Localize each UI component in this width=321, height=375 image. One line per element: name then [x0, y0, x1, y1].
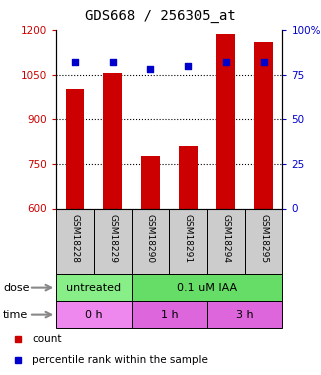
- Text: untreated: untreated: [66, 283, 121, 292]
- Text: 0.1 uM IAA: 0.1 uM IAA: [177, 283, 237, 292]
- Bar: [207, 301, 282, 328]
- Text: percentile rank within the sample: percentile rank within the sample: [32, 356, 208, 366]
- Text: GSM18291: GSM18291: [184, 214, 193, 263]
- Bar: [56, 209, 94, 274]
- Bar: [245, 209, 282, 274]
- Bar: [94, 209, 132, 274]
- Text: count: count: [32, 334, 62, 344]
- Text: dose: dose: [3, 283, 30, 292]
- Point: [73, 59, 78, 65]
- Text: 3 h: 3 h: [236, 310, 254, 320]
- Bar: [56, 301, 132, 328]
- Text: GSM18229: GSM18229: [108, 214, 117, 263]
- Bar: [207, 209, 245, 274]
- Bar: [141, 156, 160, 209]
- Text: GSM18290: GSM18290: [146, 214, 155, 263]
- Text: time: time: [3, 310, 29, 320]
- Bar: [179, 146, 198, 208]
- Point: [148, 66, 153, 72]
- Bar: [103, 73, 122, 209]
- Bar: [132, 209, 169, 274]
- Text: 1 h: 1 h: [160, 310, 178, 320]
- Bar: [56, 274, 132, 301]
- Point: [186, 63, 191, 69]
- Bar: [169, 209, 207, 274]
- Point: [261, 59, 266, 65]
- Text: 0 h: 0 h: [85, 310, 103, 320]
- Text: GDS668 / 256305_at: GDS668 / 256305_at: [85, 9, 236, 23]
- Bar: [216, 34, 235, 209]
- Text: GSM18295: GSM18295: [259, 214, 268, 263]
- Text: GSM18294: GSM18294: [221, 214, 230, 263]
- Bar: [254, 42, 273, 209]
- Point: [223, 59, 229, 65]
- Point: [110, 59, 115, 65]
- Text: GSM18228: GSM18228: [71, 214, 80, 263]
- Bar: [132, 274, 282, 301]
- Bar: [65, 90, 84, 209]
- Bar: [132, 301, 207, 328]
